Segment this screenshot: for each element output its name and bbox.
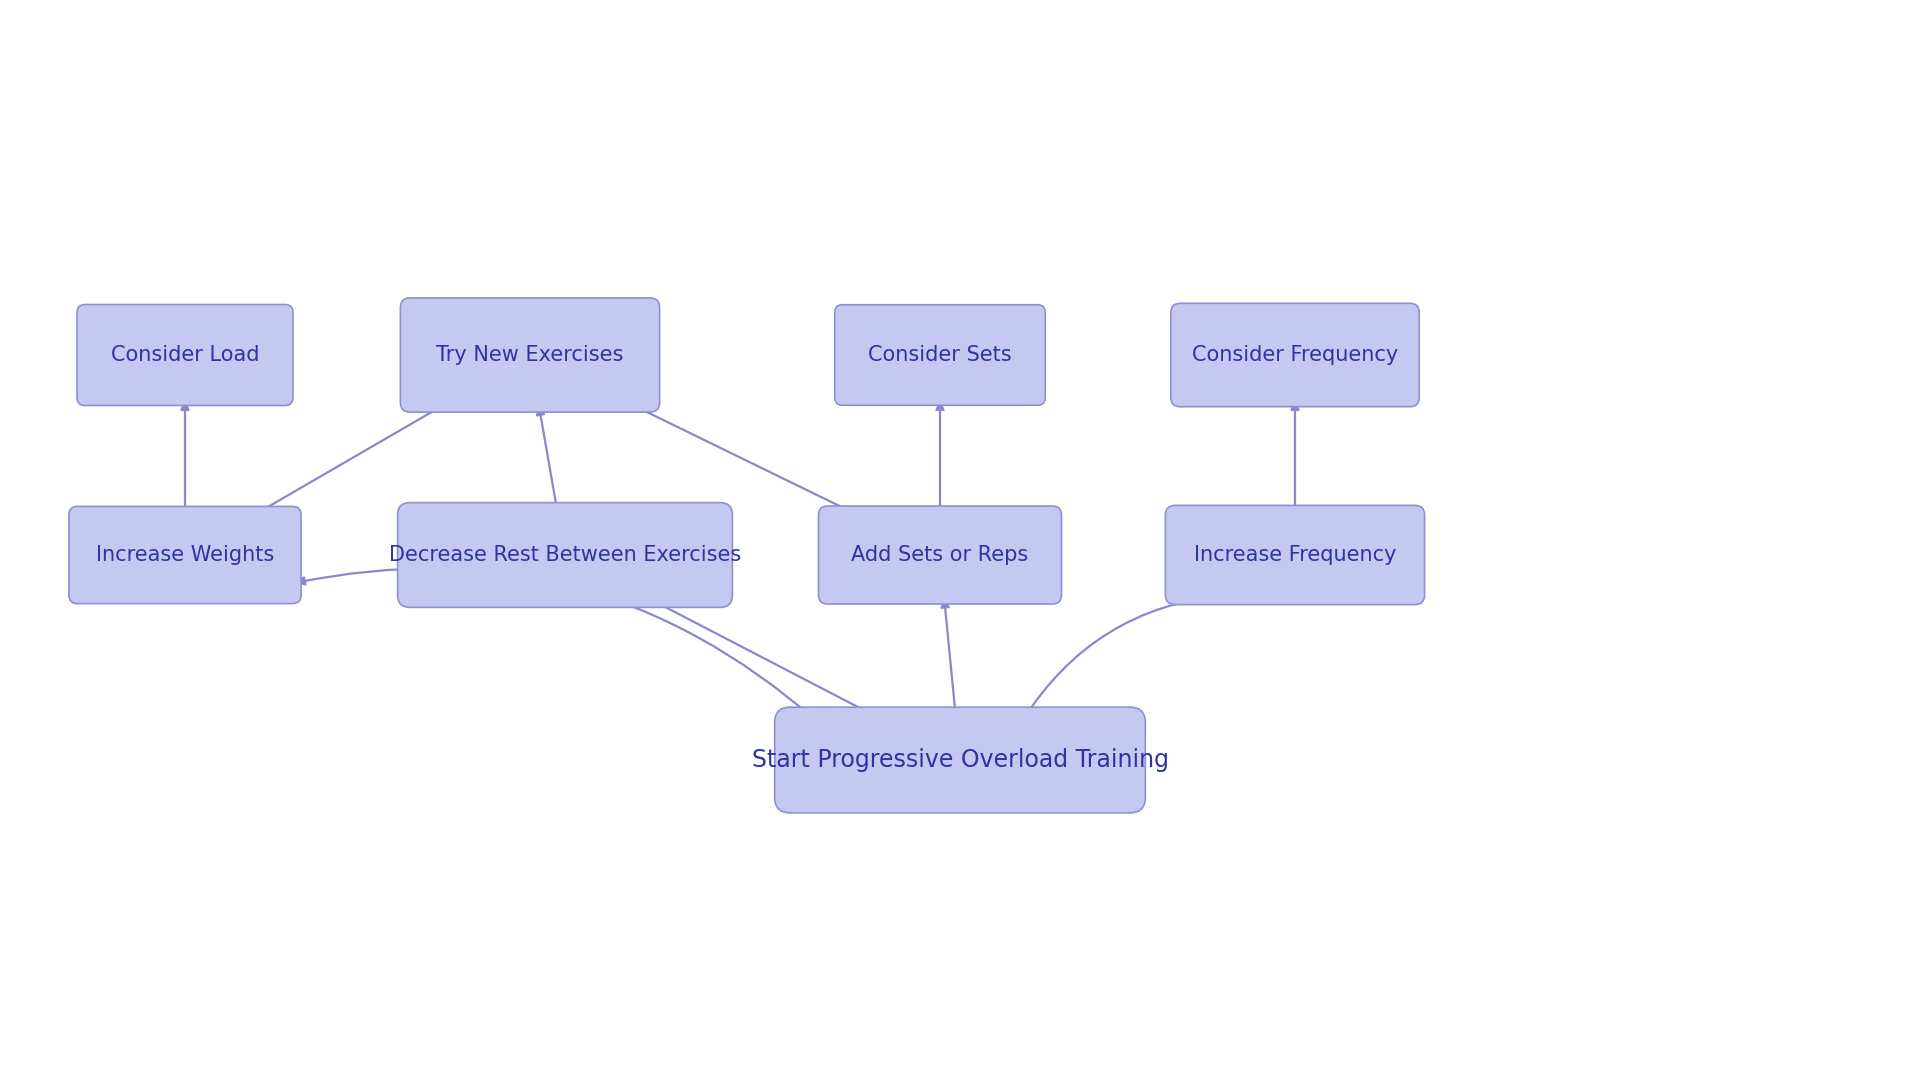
Text: Add Sets or Reps: Add Sets or Reps (851, 545, 1029, 565)
FancyBboxPatch shape (818, 507, 1062, 604)
FancyBboxPatch shape (774, 707, 1146, 813)
FancyBboxPatch shape (835, 305, 1044, 405)
FancyBboxPatch shape (69, 507, 301, 604)
Text: Start Progressive Overload Training: Start Progressive Overload Training (751, 748, 1169, 772)
FancyBboxPatch shape (401, 298, 660, 413)
FancyArrowPatch shape (1292, 403, 1298, 512)
Text: Consider Frequency: Consider Frequency (1192, 345, 1398, 365)
FancyArrowPatch shape (941, 600, 956, 719)
FancyArrowPatch shape (647, 597, 885, 721)
Text: Increase Frequency: Increase Frequency (1194, 545, 1396, 565)
FancyArrowPatch shape (937, 403, 943, 512)
Text: Consider Sets: Consider Sets (868, 345, 1012, 365)
FancyBboxPatch shape (1165, 505, 1425, 605)
FancyArrowPatch shape (257, 405, 444, 514)
Text: Increase Weights: Increase Weights (96, 545, 275, 565)
FancyArrowPatch shape (298, 568, 816, 720)
FancyBboxPatch shape (397, 502, 732, 607)
FancyBboxPatch shape (77, 305, 294, 405)
Text: Decrease Rest Between Exercises: Decrease Rest Between Exercises (390, 545, 741, 565)
FancyBboxPatch shape (1171, 303, 1419, 407)
FancyArrowPatch shape (632, 405, 856, 514)
FancyArrowPatch shape (1023, 593, 1225, 720)
Text: Consider Load: Consider Load (111, 345, 259, 365)
FancyArrowPatch shape (180, 403, 188, 512)
FancyArrowPatch shape (538, 407, 557, 512)
Text: Try New Exercises: Try New Exercises (436, 345, 624, 365)
